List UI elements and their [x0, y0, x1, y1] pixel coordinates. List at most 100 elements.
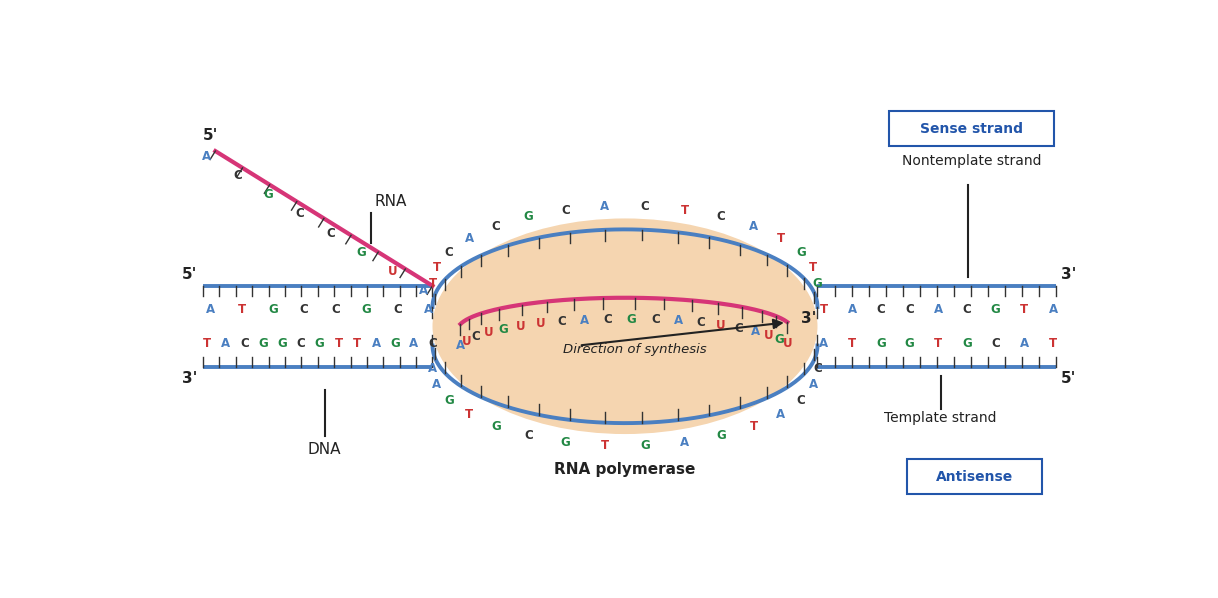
Text: A: A: [432, 378, 441, 391]
Text: C: C: [695, 316, 705, 329]
Text: Nontemplate strand: Nontemplate strand: [901, 154, 1041, 168]
Text: C: C: [331, 303, 340, 316]
Text: C: C: [428, 337, 437, 350]
Text: C: C: [492, 219, 501, 233]
Text: C: C: [525, 429, 533, 443]
Text: C: C: [445, 246, 453, 259]
Text: C: C: [962, 303, 972, 316]
Text: C: C: [814, 362, 822, 375]
Text: C: C: [393, 303, 402, 316]
Text: C: C: [326, 227, 335, 240]
Text: G: G: [498, 323, 508, 336]
Text: T: T: [465, 408, 474, 421]
Text: C: C: [717, 210, 726, 223]
Text: T: T: [1049, 337, 1057, 350]
Text: G: G: [876, 337, 885, 350]
Text: A: A: [749, 219, 759, 233]
Text: A: A: [680, 436, 689, 449]
FancyBboxPatch shape: [889, 111, 1054, 147]
Text: G: G: [627, 313, 637, 326]
Text: G: G: [268, 303, 278, 316]
Text: 5': 5': [203, 129, 218, 144]
Text: C: C: [991, 337, 1000, 350]
Text: C: C: [797, 393, 805, 407]
Text: 3': 3': [1061, 267, 1077, 282]
Text: C: C: [295, 208, 304, 221]
Text: A: A: [776, 408, 786, 421]
Text: C: C: [877, 303, 885, 316]
Ellipse shape: [432, 218, 817, 434]
Text: T: T: [429, 277, 436, 291]
Text: G: G: [991, 303, 1001, 316]
Text: C: C: [240, 337, 248, 350]
Text: 3': 3': [181, 371, 197, 386]
Text: T: T: [238, 303, 246, 316]
Text: C: C: [603, 313, 613, 326]
Text: C: C: [905, 303, 914, 316]
Text: G: G: [445, 393, 454, 407]
Text: A: A: [674, 315, 683, 328]
Text: A: A: [934, 303, 943, 316]
Text: T: T: [600, 440, 609, 452]
Text: 5': 5': [181, 267, 197, 282]
Text: A: A: [1049, 303, 1057, 316]
Text: G: G: [362, 303, 371, 316]
Text: C: C: [734, 322, 744, 334]
Text: G: G: [314, 337, 324, 350]
Text: U: U: [782, 337, 792, 350]
Text: G: G: [264, 188, 274, 201]
Text: A: A: [428, 362, 437, 375]
Text: A: A: [1019, 337, 1029, 350]
Text: 3': 3': [801, 311, 816, 326]
Text: G: G: [716, 429, 726, 443]
Text: G: G: [357, 246, 367, 259]
Text: A: A: [419, 285, 429, 297]
Text: G: G: [278, 337, 287, 350]
Text: U: U: [484, 327, 493, 340]
Text: C: C: [233, 169, 242, 182]
Text: U: U: [462, 335, 471, 347]
Text: A: A: [202, 150, 211, 163]
Text: 5': 5': [1061, 371, 1077, 386]
Text: Direction of synthesis: Direction of synthesis: [564, 343, 706, 356]
Text: C: C: [650, 313, 660, 327]
Text: Template strand: Template strand: [884, 411, 998, 425]
Text: A: A: [750, 325, 760, 338]
Text: A: A: [371, 337, 381, 350]
Text: C: C: [561, 203, 570, 216]
Text: U: U: [516, 320, 526, 333]
Text: T: T: [934, 337, 943, 350]
Text: A: A: [409, 337, 418, 350]
Text: G: G: [905, 337, 915, 350]
Text: A: A: [456, 339, 465, 352]
Text: T: T: [848, 337, 856, 350]
Text: A: A: [424, 303, 434, 316]
Text: T: T: [750, 420, 758, 433]
Text: T: T: [432, 261, 441, 274]
Text: G: G: [641, 440, 650, 452]
Text: U: U: [387, 265, 397, 278]
Text: A: A: [206, 303, 216, 316]
Text: A: A: [465, 232, 474, 245]
Text: T: T: [777, 232, 784, 245]
Text: G: G: [524, 210, 533, 223]
Text: DNA: DNA: [308, 442, 341, 457]
Text: A: A: [809, 378, 817, 391]
Text: Sense strand: Sense strand: [920, 122, 1023, 136]
Text: G: G: [258, 337, 268, 350]
Text: Antisense: Antisense: [935, 470, 1013, 484]
Text: T: T: [335, 337, 342, 350]
Text: G: G: [797, 246, 806, 259]
Text: G: G: [812, 277, 822, 291]
Text: RNA polymerase: RNA polymerase: [554, 462, 695, 477]
Text: G: G: [560, 436, 570, 449]
Text: C: C: [471, 331, 480, 343]
Text: C: C: [641, 200, 649, 213]
Text: G: G: [962, 337, 972, 350]
FancyBboxPatch shape: [907, 459, 1043, 495]
Text: G: G: [775, 332, 784, 346]
Text: T: T: [820, 303, 828, 316]
Text: T: T: [203, 337, 211, 350]
Text: A: A: [848, 303, 857, 316]
Text: C: C: [296, 337, 306, 350]
